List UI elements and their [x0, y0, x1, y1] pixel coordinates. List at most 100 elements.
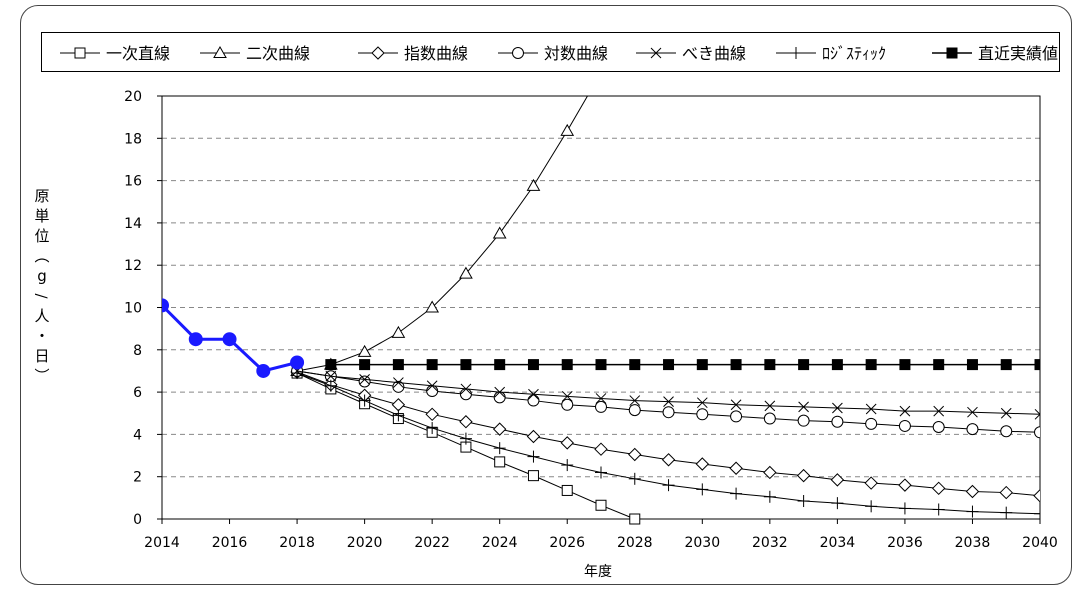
legend-marker: [790, 47, 802, 59]
data-point: [391, 398, 406, 412]
data-point: [830, 473, 845, 487]
data-point: [493, 391, 506, 404]
x-tick-label: 2036: [887, 535, 923, 551]
data-point: [663, 396, 674, 407]
data-point: [696, 359, 708, 371]
y-axis-label-char: 原: [34, 187, 50, 205]
data-point: [357, 344, 372, 357]
data-point: [730, 487, 743, 500]
data-point: [1000, 359, 1012, 371]
data-point: [999, 485, 1013, 500]
data-point: [832, 402, 843, 414]
data-point: [222, 332, 237, 347]
data-point: [899, 359, 911, 371]
legend-marker: [371, 46, 385, 60]
data-point: [561, 359, 573, 371]
data-point: [831, 415, 844, 428]
data-point: [595, 400, 607, 413]
data-point: [898, 502, 911, 515]
x-tick-label: 2028: [617, 535, 653, 551]
data-point: [392, 359, 404, 371]
data-point: [459, 388, 472, 401]
data-point: [595, 466, 607, 479]
tick-labels: 0 2 4 6 8 10 12 14 16 18 20 2014 2016 2018 2020 2022 202…: [124, 89, 1058, 551]
data-point: [527, 394, 540, 407]
y-axis-label-char: g: [37, 267, 47, 285]
x-tick-label: 2020: [347, 535, 383, 551]
data-point: [696, 408, 709, 421]
data-point: [560, 436, 574, 450]
data-point: [392, 409, 405, 422]
data-point: [898, 478, 912, 492]
y-tick-label: 8: [133, 343, 142, 359]
y-tick-label: 6: [133, 385, 142, 401]
data-point: [594, 442, 608, 456]
legend-label: 対数曲線: [544, 44, 608, 63]
legend-marker: [512, 47, 524, 59]
y-axis-label-char: ︵: [34, 247, 50, 265]
data-point: [628, 404, 641, 417]
data-point: [359, 374, 370, 385]
legend-marker: [74, 47, 86, 59]
x-tick-label: 2024: [482, 535, 518, 551]
series-line: [296, 96, 588, 372]
data-point: [492, 422, 507, 436]
legend-item-3: 対数曲線: [498, 44, 608, 63]
data-point: [965, 484, 980, 499]
data-point: [492, 226, 507, 239]
data-point: [730, 410, 743, 423]
series-6: [325, 359, 1040, 371]
data-point: [426, 359, 438, 371]
legend-svg: 一次直線 二次曲線 指数曲線 対数曲線 べき曲線 ﾛｼﾞｽﾃｨｯｸ 直近実績値: [60, 44, 1058, 63]
y-tick-label: 18: [124, 131, 142, 147]
data-point: [325, 370, 337, 382]
data-point: [831, 359, 843, 371]
data-point: [661, 453, 676, 467]
x-tick-label: 2016: [212, 535, 248, 551]
data-point: [730, 399, 742, 411]
data-point: [561, 459, 574, 472]
data-point: [1000, 425, 1013, 438]
legend-item-1: 二次曲線: [200, 44, 310, 63]
data-point: [595, 499, 607, 511]
x-tick-label: 2014: [144, 535, 180, 551]
data-point: [628, 447, 642, 462]
data-point: [290, 355, 305, 370]
data-point: [188, 332, 203, 347]
data-point: [560, 123, 575, 136]
data-point: [425, 407, 439, 422]
data-point: [932, 503, 945, 516]
x-tick-label: 2034: [820, 535, 856, 551]
y-axis-label: 原単位 ︵ g / 人・日 ︶: [30, 186, 54, 386]
data-point: [1034, 507, 1040, 520]
data-point: [763, 490, 776, 503]
data-point: [528, 388, 539, 400]
data-point: [763, 465, 777, 480]
legend-label: 一次直線: [106, 44, 170, 63]
series-7: [162, 298, 305, 378]
data-point: [696, 483, 709, 496]
y-axis-label-char: 単: [34, 207, 50, 225]
data-point: [460, 383, 472, 395]
data-point: [932, 420, 945, 433]
data-point: [797, 414, 810, 427]
data-point: [1034, 408, 1040, 420]
data-point: [493, 442, 506, 455]
legend-label: 二次曲線: [246, 44, 310, 63]
legend-label: べき曲線: [682, 44, 746, 63]
y-tick-label: 20: [124, 89, 142, 105]
data-point: [426, 380, 438, 392]
data-point: [931, 481, 946, 496]
grid-lines: [162, 137, 1040, 478]
data-point: [1000, 407, 1012, 419]
legend-label: 直近実績値: [978, 44, 1058, 63]
data-point: [629, 513, 641, 525]
data-point: [898, 419, 911, 432]
data-point: [494, 456, 506, 468]
data-point: [764, 359, 776, 371]
x-tick-label: 2040: [1022, 535, 1058, 551]
data-point: [797, 495, 810, 508]
y-tick-label: 14: [124, 216, 142, 232]
y-tick-label: 0: [133, 512, 142, 528]
